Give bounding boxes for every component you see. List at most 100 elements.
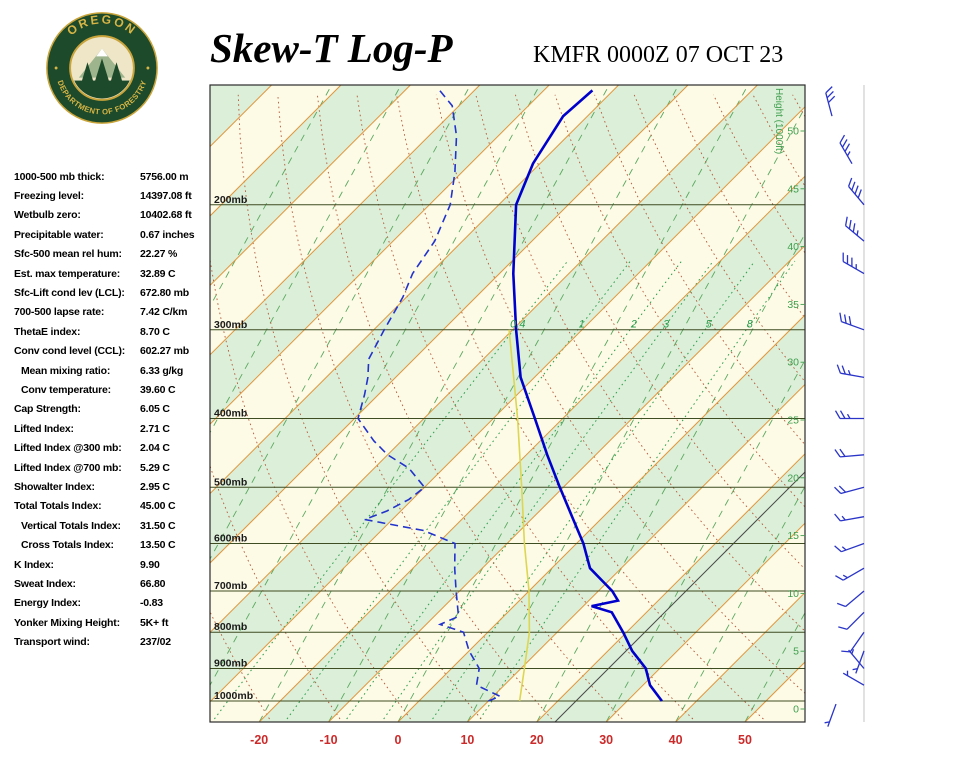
logo-tree-icon — [110, 62, 123, 82]
isotherm-lines — [210, 85, 805, 722]
stat-row: Lifted Index @300 mb: 2.04 C — [14, 438, 219, 457]
height-axis-label: 0 — [793, 704, 799, 716]
wind-barb — [834, 485, 865, 495]
wind-barb — [835, 567, 865, 581]
height-axis-label: 10 — [787, 588, 799, 600]
logo-dot-right — [146, 66, 150, 70]
stat-row: Yonker Mixing Height: 5K+ ft — [14, 613, 219, 632]
stat-label: Freezing level: — [14, 190, 84, 203]
mixing-ratio-label: 1 — [579, 319, 585, 331]
logo-snow-peak — [96, 48, 108, 57]
stat-label: Lifted Index @300 mb: — [14, 442, 122, 455]
stat-value: 2.95 C — [140, 480, 170, 493]
height-axis-label: 30 — [787, 357, 799, 369]
stat-label: Energy Index: — [14, 597, 81, 610]
wind-barb — [825, 86, 836, 117]
stat-label: Transport wind: — [14, 636, 90, 649]
temperature-trace — [511, 89, 663, 702]
wind-barb — [852, 650, 865, 674]
stat-row: 700-500 lapse rate: 7.42 C/km — [14, 303, 219, 322]
pressure-label: 400mb — [214, 408, 247, 420]
logo-tree-icon — [94, 58, 110, 84]
stat-row: Sfc-Lift cond lev (LCL): 672.80 mb — [14, 283, 219, 302]
reference-line — [554, 471, 805, 722]
stat-label: Mean mixing ratio: — [21, 364, 111, 377]
mixing-ratio-label: 3 — [663, 319, 670, 331]
stat-label: Lifted Index: — [14, 422, 74, 435]
stat-value: 45.00 C — [140, 500, 176, 513]
mixing-ratio-labels: 0.4 1 2 3 5 8 — [510, 319, 754, 331]
stat-row: Total Totals Index: 45.00 C — [14, 497, 219, 516]
wind-barb — [834, 513, 865, 522]
stat-value: 2.71 C — [140, 422, 170, 435]
wind-barb — [842, 252, 865, 275]
wind-barb — [839, 134, 853, 164]
stat-label: Lifted Index @700 mb: — [14, 461, 122, 474]
wind-barb — [839, 312, 865, 331]
mixing-ratio-label: 2 — [630, 319, 637, 331]
stat-row: Sfc-500 mean rel hum: 22.27 % — [14, 245, 219, 264]
stat-label: 700-500 lapse rate: — [14, 306, 105, 319]
height-axis-label: 5 — [793, 646, 799, 658]
stat-value: -0.83 — [140, 597, 163, 610]
mixing-ratio-label: 5 — [706, 319, 713, 331]
stat-value: 7.42 C/km — [140, 306, 188, 319]
temp-axis-label: 10 — [460, 733, 474, 747]
stat-label: Conv temperature: — [21, 383, 111, 396]
stat-value: 672.80 mb — [140, 287, 189, 300]
stat-row: Lifted Index: 2.71 C — [14, 419, 219, 438]
sounding-indices-panel: 1000-500 mb thick: 5756.00 m Freezing leve… — [14, 167, 219, 652]
temp-axis-label: -10 — [320, 733, 338, 747]
wind-barb — [841, 631, 865, 653]
plot-area — [210, 85, 805, 722]
height-axis-label: 40 — [787, 241, 799, 253]
pressure-label: 800mb — [214, 621, 247, 633]
pressure-label: 1000mb — [214, 690, 253, 702]
stat-row: Cross Totals Index: 13.50 C — [14, 535, 219, 554]
temp-axis-label: -20 — [250, 733, 268, 747]
stat-row: Freezing level: 14397.08 ft — [14, 186, 219, 205]
page-title: Skew-T Log-P — [210, 25, 453, 71]
pressure-label: 600mb — [214, 533, 247, 545]
stat-row: Precipitable water: 0.67 inches — [14, 225, 219, 244]
stat-value: 31.50 C — [140, 519, 176, 532]
stat-label: 1000-500 mb thick: — [14, 170, 105, 183]
pressure-label: 200mb — [214, 194, 247, 206]
wind-barb — [834, 448, 865, 458]
stat-row: Transport wind: 237/02 — [14, 632, 219, 651]
stat-label: Wetbulb zero: — [14, 209, 81, 222]
stat-value: 5K+ ft — [140, 616, 169, 629]
stat-row: Mean mixing ratio: 6.33 g/kg — [14, 361, 219, 380]
stat-value: 32.89 C — [140, 267, 176, 280]
stat-value: 5756.00 m — [140, 170, 189, 183]
height-axis-label: 20 — [787, 472, 799, 484]
wind-barb — [838, 611, 865, 630]
stat-value: 237/02 — [140, 636, 171, 649]
stat-label: Sfc-500 mean rel hum: — [14, 248, 122, 261]
height-axis-label: 50 — [787, 126, 799, 138]
wind-barb — [848, 649, 865, 669]
height-axis-label: 15 — [787, 530, 799, 542]
wind-barb — [842, 670, 865, 686]
stat-row: Conv cond level (CCL): 602.27 mb — [14, 342, 219, 361]
wind-barb — [824, 703, 837, 727]
stat-label: Est. max temperature: — [14, 267, 121, 280]
stat-row: Wetbulb zero: 10402.68 ft — [14, 206, 219, 225]
logo-ground — [71, 80, 133, 99]
temp-axis-label: 40 — [669, 733, 683, 747]
stat-label: ThetaE index: — [14, 325, 81, 338]
stat-row: ThetaE index: 8.70 C — [14, 322, 219, 341]
stat-row: K Index: 9.90 — [14, 555, 219, 574]
stat-row: 1000-500 mb thick: 5756.00 m — [14, 167, 219, 186]
stat-value: 14397.08 ft — [140, 190, 192, 203]
pressure-label: 700mb — [214, 580, 247, 592]
wind-barb — [836, 590, 865, 608]
stat-value: 13.50 C — [140, 539, 176, 552]
stat-label: Total Totals Index: — [14, 500, 102, 513]
stat-label: Sfc-Lift cond lev (LCL): — [14, 287, 125, 300]
pressure-label: 900mb — [214, 658, 247, 670]
stat-label: Showalter Index: — [14, 480, 95, 493]
logo-forest-scene — [71, 48, 133, 99]
wind-barb — [847, 177, 865, 206]
